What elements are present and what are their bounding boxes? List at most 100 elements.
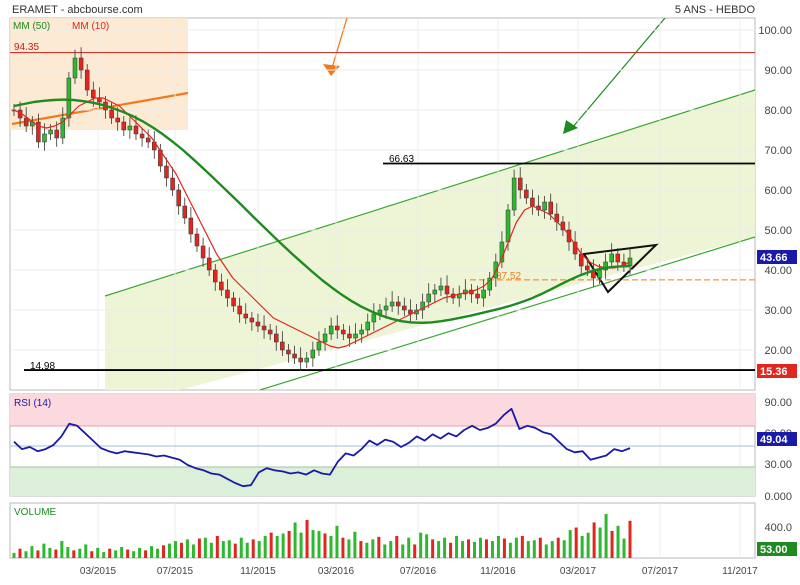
volume-bar <box>36 550 40 558</box>
price-y-tick-label: 80.00 <box>764 105 792 117</box>
last-low-tag: 15.36 <box>760 366 788 378</box>
candle-body <box>609 253 614 263</box>
candle-body <box>334 325 340 331</box>
volume-bar <box>191 544 195 558</box>
candle-body <box>548 201 553 215</box>
volume-bar <box>24 551 28 558</box>
candle-body <box>420 301 425 311</box>
volume-bar <box>209 542 213 558</box>
level-label-66-63: 66.63 <box>389 154 414 165</box>
volume-bar <box>604 514 608 558</box>
volume-value-tag: 53.00 <box>760 544 788 556</box>
candle-body <box>530 197 535 207</box>
orange-zone <box>10 18 188 130</box>
ma50-line <box>13 98 631 324</box>
volume-bar <box>203 537 207 558</box>
candle-body <box>231 297 236 307</box>
candle-body <box>597 269 602 279</box>
volume-bar <box>520 536 524 558</box>
volume-bar <box>299 532 303 558</box>
candle-body <box>395 301 401 307</box>
candle-body <box>328 325 334 335</box>
green-arrow-head <box>563 120 578 134</box>
x-tick-label: 03/2017 <box>560 566 597 577</box>
candle-body <box>280 341 285 351</box>
volume-bar <box>550 541 554 558</box>
ma10-line <box>13 97 631 349</box>
volume-bar <box>287 530 291 558</box>
candle-body <box>54 129 59 139</box>
candle-body <box>127 125 133 131</box>
candle-body <box>481 289 486 299</box>
x-tick-label: 07/2017 <box>642 566 679 577</box>
volume-bar <box>353 531 357 558</box>
volume-bar <box>473 541 477 558</box>
candle-body <box>444 285 450 295</box>
candle-body <box>304 357 310 363</box>
volume-layer <box>12 514 632 558</box>
volume-bar <box>455 536 459 558</box>
volume-bar <box>132 551 136 558</box>
rsi-value-tag-bg <box>757 432 797 446</box>
volume-bar <box>395 536 399 558</box>
candle-body <box>286 349 291 355</box>
rsi-oversold-zone <box>10 467 755 496</box>
channel-lower-line <box>259 236 755 390</box>
volume-bar <box>556 537 560 558</box>
volume-bar <box>341 537 345 558</box>
volume-bar <box>490 541 494 558</box>
candle-body <box>78 57 84 71</box>
volume-bar <box>598 527 602 558</box>
volume-bar <box>413 544 417 558</box>
candle-body <box>66 77 72 119</box>
volume-bar <box>263 536 267 558</box>
volume-bar <box>185 539 189 558</box>
candle-body <box>72 57 78 79</box>
price-y-tick-label: 30.00 <box>764 305 792 317</box>
volume-bar <box>281 533 285 558</box>
candle-body <box>426 293 431 303</box>
volume-bar <box>179 542 183 558</box>
volume-bar <box>162 545 166 558</box>
volume-bar <box>526 541 530 558</box>
candle-body <box>182 205 188 219</box>
volume-bar <box>383 544 387 558</box>
candle-body <box>206 257 212 271</box>
rsi-y-tick-label: 30.00 <box>764 459 792 471</box>
volume-bar <box>144 550 148 558</box>
moving-averages-layer <box>13 97 631 349</box>
volume-bar <box>437 541 441 558</box>
volume-bar <box>401 544 405 558</box>
candle-body <box>475 293 480 299</box>
volume-bar <box>461 541 465 558</box>
x-tick-label: 11/2017 <box>722 566 758 577</box>
candle-body <box>176 189 181 207</box>
candle-body <box>341 329 346 335</box>
volume-bar <box>30 546 34 558</box>
volume-bar <box>323 533 327 558</box>
volume-bar <box>269 532 273 558</box>
candle-body <box>225 289 230 299</box>
candle-body <box>347 333 352 339</box>
volume-title: VOLUME <box>14 507 57 518</box>
price-y-tick-label: 100.00 <box>758 25 792 37</box>
volume-bar <box>317 530 321 558</box>
volume-bar <box>449 542 453 558</box>
volume-bar <box>514 537 518 558</box>
volume-bar <box>508 542 512 558</box>
candle-body <box>60 117 66 139</box>
price-y-tick-label: 60.00 <box>764 185 792 197</box>
candle-body <box>402 305 407 311</box>
volume-value-tag-bg <box>757 542 797 556</box>
price-y-tick-label: 50.00 <box>764 225 792 237</box>
volume-bar <box>96 547 100 558</box>
candle-body <box>36 121 41 143</box>
price-y-tick-label: 20.00 <box>764 345 792 357</box>
volume-bar <box>221 541 225 558</box>
last-price-tag: 43.66 <box>760 252 788 264</box>
chart-period: 5 ANS - HEBDO <box>675 4 756 16</box>
candle-body <box>511 177 517 211</box>
candle-body <box>322 333 328 343</box>
candle-body <box>255 321 261 327</box>
